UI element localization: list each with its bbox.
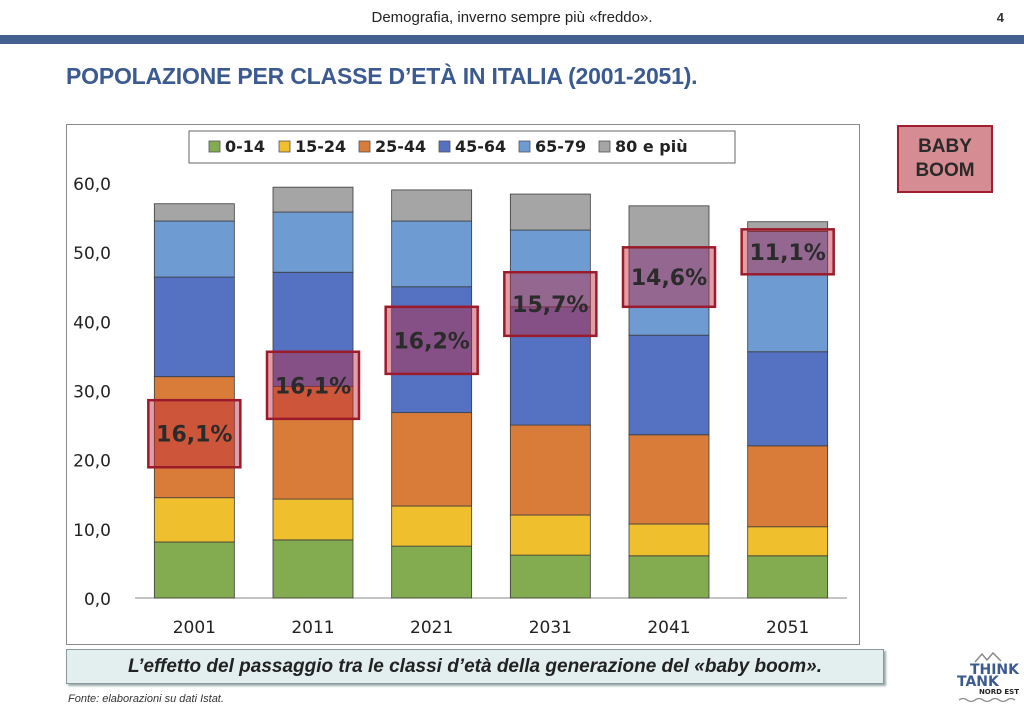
bar-segment <box>272 498 354 541</box>
logo-tank: TANK <box>957 674 1000 690</box>
annotation-label: 15,7% <box>512 293 588 318</box>
bar-segment <box>628 555 710 599</box>
bar-segment <box>153 497 235 543</box>
bar-segment <box>747 351 829 447</box>
annotation-label: 14,6% <box>631 266 707 291</box>
caption-box: L’effetto del passaggio tra le classi d’… <box>66 649 884 684</box>
legend-swatch <box>278 140 291 153</box>
bar-segment <box>391 545 473 599</box>
bar-segment <box>272 385 354 500</box>
bar-segment <box>747 221 829 232</box>
annotation-label: 16,1% <box>156 423 232 448</box>
bar-segment <box>272 271 354 387</box>
bar-segment <box>509 514 591 556</box>
bar-segment <box>153 276 235 378</box>
legend-label: 80 e più <box>615 137 688 156</box>
bar-segment <box>509 229 591 308</box>
annotation-label: 16,1% <box>275 374 351 399</box>
bar-segment <box>153 220 235 278</box>
bar-segment <box>391 189 473 222</box>
legend-label: 25-44 <box>375 137 426 156</box>
bar-segment <box>747 231 829 353</box>
legend-label: 15-24 <box>295 137 346 156</box>
logo-nord-est: NORD EST <box>979 688 1019 696</box>
x-tick-label: 2031 <box>529 618 572 638</box>
legend-label: 65-79 <box>535 137 586 156</box>
annotation-box <box>147 398 242 469</box>
stacked-bar-chart: 0-14 15-24 25-44 45-64 65-79 80 e più 0,0 10,0… <box>73 130 847 638</box>
bar-segment <box>391 412 473 507</box>
legend-swatch <box>358 140 371 153</box>
annotation-box <box>384 305 479 376</box>
annotation-box <box>740 228 835 276</box>
chart-frame: 0-14 15-24 25-44 45-64 65-79 80 e più 0,0 10,0… <box>66 124 860 645</box>
bar-segment <box>272 186 354 213</box>
legend-swatch <box>438 140 451 153</box>
x-tick-label: 2011 <box>291 618 334 638</box>
bars <box>153 186 829 599</box>
legend-label: 45-64 <box>455 137 506 156</box>
annotation-label: 11,1% <box>750 241 826 266</box>
bar-segment <box>509 424 591 516</box>
logo-think: THINK <box>970 662 1020 678</box>
bar-segment <box>509 193 591 231</box>
think-tank-logo: THINK TANK NORD EST <box>957 651 1020 703</box>
bar-segment <box>747 445 829 528</box>
x-tick-label: 2041 <box>647 618 690 638</box>
logo-wave-icon <box>958 697 1016 703</box>
bar-segment <box>153 203 235 222</box>
bar-segment <box>628 523 710 557</box>
bar-segment <box>272 539 354 599</box>
bar-segment <box>391 505 473 547</box>
legend-swatch <box>598 140 611 153</box>
bar-segment <box>272 211 354 273</box>
annotation-label: 16,2% <box>394 329 470 354</box>
annotation-box <box>503 270 598 338</box>
legend-swatch <box>518 140 531 153</box>
y-tick-label: 30,0 <box>73 383 111 403</box>
page-number: 4 <box>996 10 1004 25</box>
annotation-box <box>265 350 361 421</box>
x-tick-label: 2051 <box>766 618 809 638</box>
slide-title: POPOLAZIONE PER CLASSE D’ETÀ IN ITALIA (… <box>66 63 698 89</box>
legend-label: 0-14 <box>225 137 265 156</box>
bar-segment <box>747 526 829 557</box>
header-title: Demografia, inverno sempre più «freddo». <box>371 9 653 26</box>
x-tick-label: 2001 <box>173 618 216 638</box>
bar-segment <box>628 205 710 248</box>
y-tick-label: 60,0 <box>73 175 111 195</box>
bar-segment <box>509 306 591 426</box>
source-note: Fonte: elaborazioni su dati Istat. <box>68 693 224 705</box>
y-tick-label: 10,0 <box>73 521 111 541</box>
y-tick-label: 20,0 <box>73 452 111 472</box>
bar-segment <box>747 555 829 599</box>
bar-segment <box>153 541 235 599</box>
bar-segment <box>628 434 710 525</box>
bar-segment <box>509 554 591 599</box>
y-tick-label: 50,0 <box>73 244 111 264</box>
logo-mountain-icon <box>974 651 1002 663</box>
annotation-box <box>621 246 717 309</box>
bar-segment <box>153 376 235 499</box>
bar-segment <box>628 334 710 436</box>
header-divider <box>0 35 1024 44</box>
y-axis: 0,0 10,0 20,0 30,0 40,0 50,0 60,0 <box>73 175 847 610</box>
x-tick-label: 2021 <box>410 618 453 638</box>
y-tick-label: 40,0 <box>73 313 111 333</box>
baby-boom-line2: BOOM <box>915 160 975 181</box>
baby-boom-label: BABY BOOM <box>897 125 993 193</box>
x-axis: 2001 2011 2021 2031 2041 2051 <box>173 618 810 638</box>
y-tick-label: 0,0 <box>84 590 111 610</box>
baby-boom-line1: BABY <box>918 136 972 157</box>
bar-segment <box>391 220 473 288</box>
legend-swatch <box>208 140 221 153</box>
legend: 0-14 15-24 25-44 45-64 65-79 80 e più <box>188 130 736 164</box>
annotations: 16,1% 16,1% 16,2% 15,7% 14,6% 11,1% <box>147 228 835 469</box>
